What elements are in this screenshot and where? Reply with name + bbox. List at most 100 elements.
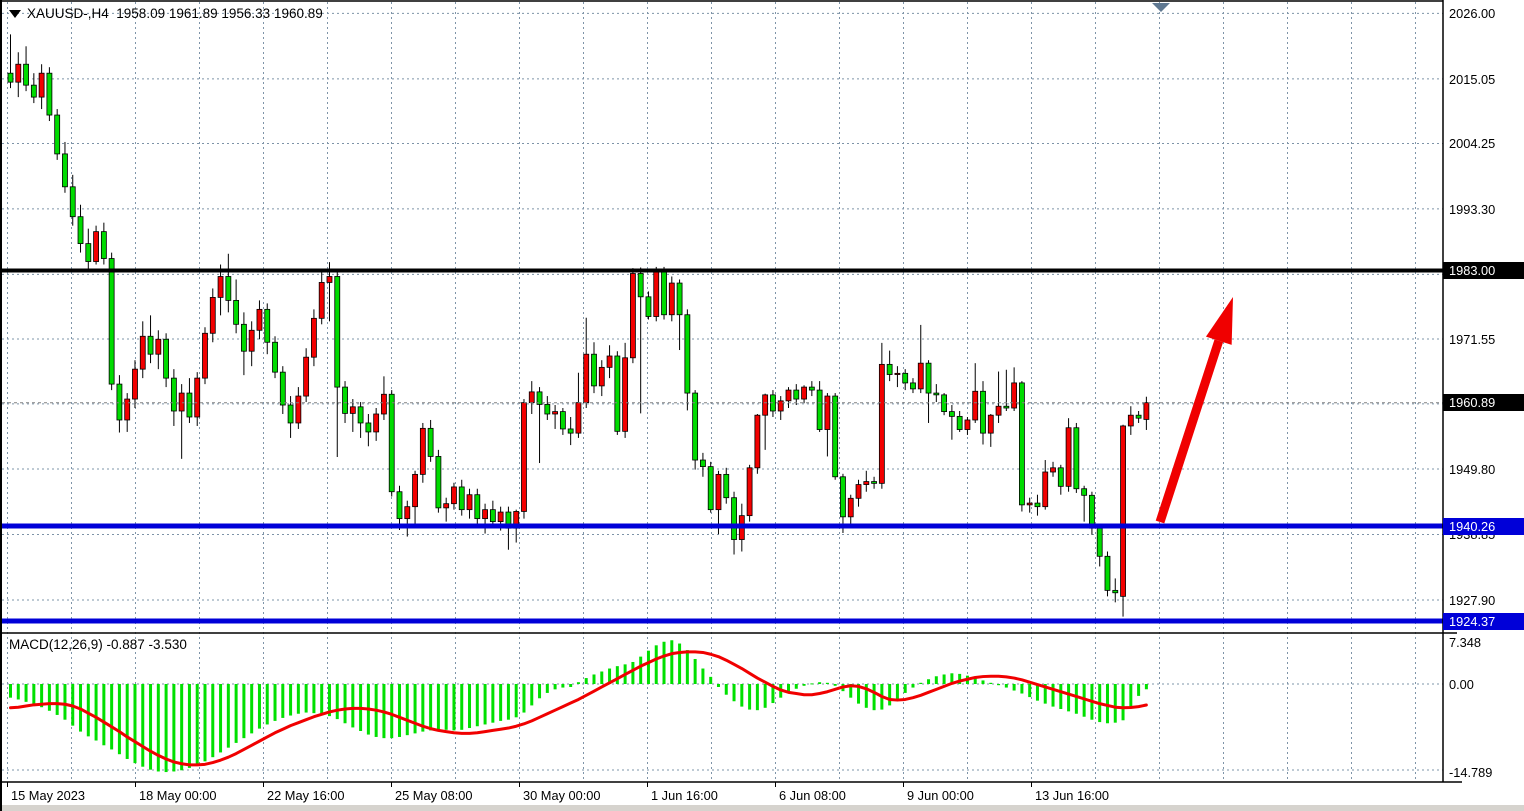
macd-histogram-bar	[919, 682, 923, 684]
time-axis-label: 6 Jun 08:00	[779, 788, 846, 803]
macd-histogram-bar	[86, 684, 90, 737]
macd-histogram-bar	[569, 684, 573, 687]
macd-histogram-bar	[117, 684, 121, 755]
macd-histogram-bar	[219, 684, 223, 753]
macd-histogram-bar	[584, 678, 588, 684]
candle-body	[30, 84, 37, 98]
candle-body	[1057, 467, 1064, 487]
macd-histogram-bar	[296, 684, 300, 714]
macd-histogram-bar	[1020, 684, 1024, 694]
macd-histogram-bar	[701, 668, 705, 684]
macd-histogram-bar	[818, 682, 822, 684]
macd-histogram-bar	[716, 684, 720, 687]
candle-body	[645, 296, 652, 317]
price-axis-label: 1949.80	[1449, 462, 1496, 477]
macd-histogram-bar	[180, 684, 184, 771]
macd-histogram-bar	[429, 684, 433, 731]
price-axis-label: 1971.55	[1449, 331, 1496, 347]
candle-body	[606, 355, 613, 368]
macd-histogram-bar	[592, 674, 596, 684]
trend-arrow-shaft[interactable]	[1155, 339, 1224, 524]
macd-histogram-bar	[895, 684, 899, 700]
candle-body	[334, 276, 341, 388]
chart-shift-marker-icon[interactable]	[1152, 3, 1170, 12]
candle-body	[583, 353, 590, 404]
macd-histogram-bar	[1129, 684, 1133, 708]
macd-histogram-bar	[608, 668, 612, 684]
macd-histogram-bar	[475, 684, 479, 727]
macd-histogram-bar	[32, 684, 36, 705]
macd-histogram-bar	[639, 656, 643, 684]
candle-body	[1081, 488, 1088, 496]
candle-body	[536, 391, 543, 405]
macd-histogram-bar	[40, 684, 44, 708]
candle-body	[1042, 471, 1049, 508]
candle-body	[100, 231, 107, 259]
macd-signal-line	[9, 650, 1148, 767]
macd-histogram-bar	[226, 684, 230, 748]
candle-body	[777, 400, 784, 412]
candle-body	[1112, 589, 1119, 594]
price-axis-label: 2026.00	[1449, 6, 1496, 22]
macd-histogram-bar	[506, 684, 510, 720]
candle-body	[559, 411, 566, 430]
macd-histogram-bar	[997, 684, 1001, 686]
candle-body	[886, 363, 893, 375]
candle-body	[1143, 402, 1150, 420]
candle-body	[544, 404, 551, 415]
candle-body	[186, 392, 193, 418]
candle-body	[894, 372, 901, 375]
candle-body	[801, 386, 807, 400]
candle-body	[443, 503, 450, 509]
candle-body	[326, 276, 333, 283]
candle-body	[427, 427, 434, 457]
macd-histogram-bar	[390, 684, 394, 739]
candle-body	[147, 335, 154, 355]
candle-body	[466, 494, 473, 511]
macd-histogram-bar	[234, 684, 238, 743]
candle-body	[964, 419, 971, 430]
macd-histogram-bar	[530, 684, 534, 706]
macd-histogram-bar	[483, 684, 487, 725]
candle-body	[863, 481, 870, 485]
symbol-dropdown-icon[interactable]	[9, 10, 21, 19]
macd-histogram-bar	[1144, 684, 1148, 690]
macd-histogram-bar	[662, 641, 666, 684]
candle-body	[598, 366, 605, 387]
macd-histogram-bar	[320, 684, 324, 715]
macd-histogram-bar	[9, 684, 12, 698]
macd-histogram-bar	[522, 684, 526, 713]
candle-body	[474, 494, 481, 520]
candle-body	[248, 329, 255, 352]
time-axis-label: 15 May 2023	[11, 788, 85, 803]
candle-body	[723, 473, 730, 499]
candle-body	[15, 63, 22, 83]
candle-body	[240, 323, 247, 352]
candle-body	[202, 332, 208, 379]
candle-body	[178, 392, 185, 412]
candle-body	[124, 398, 131, 421]
macd-histogram-bar	[343, 684, 347, 724]
candle-body	[404, 506, 411, 520]
candle-body	[209, 297, 216, 334]
candle-body	[1073, 427, 1080, 490]
candle-body	[225, 276, 232, 301]
candle-body	[132, 368, 138, 400]
candle-body	[575, 402, 582, 434]
candle-body	[482, 509, 488, 520]
candle-body	[1104, 555, 1111, 591]
candle-body	[451, 486, 457, 505]
time-axis-label: 22 May 16:00	[267, 788, 345, 803]
candle-body	[163, 338, 170, 379]
candle-body	[342, 386, 348, 414]
macd-histogram-bar	[110, 684, 114, 750]
macd-histogram-bar	[615, 666, 619, 684]
trend-arrow-head[interactable]	[1205, 297, 1233, 345]
candle-body	[69, 186, 76, 218]
macd-histogram-bar	[631, 661, 635, 684]
candle-body	[528, 391, 535, 404]
candle-body	[754, 414, 761, 469]
macd-histogram-bar	[755, 684, 759, 711]
macd-histogram-bar	[989, 682, 993, 684]
